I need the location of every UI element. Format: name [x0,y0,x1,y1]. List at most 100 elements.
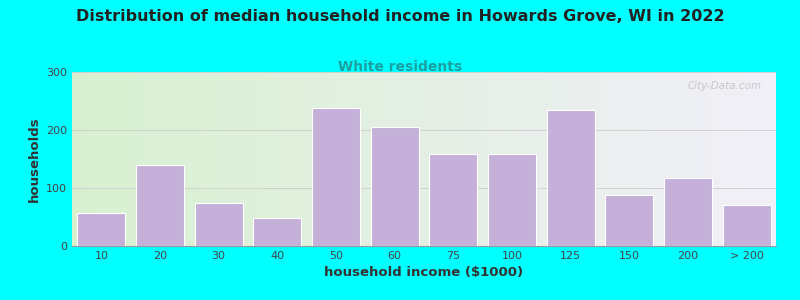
Bar [474,72,477,246]
Bar [628,72,632,246]
Bar [153,72,157,246]
Bar [568,72,572,246]
Bar [333,72,336,246]
Bar [502,72,505,246]
Bar [392,72,396,246]
Bar [93,72,97,246]
Bar [216,72,220,246]
Bar [650,72,653,246]
Bar [427,72,431,246]
Text: White residents: White residents [338,60,462,74]
Bar [565,72,568,246]
Bar [202,72,206,246]
Bar [606,195,654,246]
Bar [546,110,594,246]
Y-axis label: households: households [27,116,41,202]
Bar [90,72,93,246]
Bar [318,72,322,246]
Bar [245,72,248,246]
Bar [170,72,174,246]
Bar [185,72,188,246]
Bar [550,72,554,246]
Bar [97,72,100,246]
Text: City-Data.com: City-Data.com [688,81,762,91]
Bar [491,72,494,246]
Bar [509,72,512,246]
Bar [452,72,456,246]
Bar [276,72,280,246]
Bar [695,72,698,246]
Bar [698,72,702,246]
Bar [251,72,255,246]
Bar [723,72,726,246]
Bar [593,72,597,246]
Bar [386,72,389,246]
Bar [75,72,79,246]
Bar [188,72,192,246]
Text: Distribution of median household income in Howards Grove, WI in 2022: Distribution of median household income … [76,9,724,24]
Bar [374,72,378,246]
Bar [382,72,386,246]
Bar [751,72,755,246]
Bar [114,72,118,246]
Bar [329,72,333,246]
Bar [716,72,720,246]
Bar [430,154,478,246]
Bar [308,72,311,246]
Bar [417,72,421,246]
Bar [157,72,160,246]
Bar [625,72,628,246]
Bar [547,72,550,246]
Bar [198,72,202,246]
Bar [688,72,691,246]
Bar [470,72,474,246]
Bar [322,72,326,246]
Bar [670,72,674,246]
Bar [544,72,547,246]
Bar [582,72,586,246]
Bar [174,72,178,246]
Bar [713,72,716,246]
Bar [339,72,343,246]
Bar [258,72,262,246]
Bar [361,72,364,246]
Bar [195,72,198,246]
Bar [280,72,283,246]
Bar [86,72,90,246]
Bar [519,72,522,246]
Bar [614,72,618,246]
Bar [167,72,170,246]
Bar [283,72,286,246]
Bar [181,72,185,246]
Bar [632,72,635,246]
Bar [431,72,434,246]
Bar [298,72,301,246]
Bar [238,72,241,246]
Bar [150,72,153,246]
Bar [456,72,459,246]
Bar [540,72,544,246]
Bar [466,72,470,246]
Bar [230,72,234,246]
Bar [346,72,350,246]
Bar [434,72,438,246]
Bar [562,72,565,246]
Bar [726,72,730,246]
Bar [421,72,424,246]
Bar [424,72,427,246]
Bar [396,72,399,246]
Bar [286,72,290,246]
Bar [755,72,758,246]
Bar [128,72,132,246]
Bar [139,72,142,246]
Bar [294,72,298,246]
Bar [125,72,128,246]
Bar [78,213,126,246]
Bar [227,72,230,246]
Bar [160,72,163,246]
Bar [82,72,86,246]
Bar [600,72,603,246]
Bar [642,72,646,246]
Bar [79,72,82,246]
Bar [758,72,762,246]
